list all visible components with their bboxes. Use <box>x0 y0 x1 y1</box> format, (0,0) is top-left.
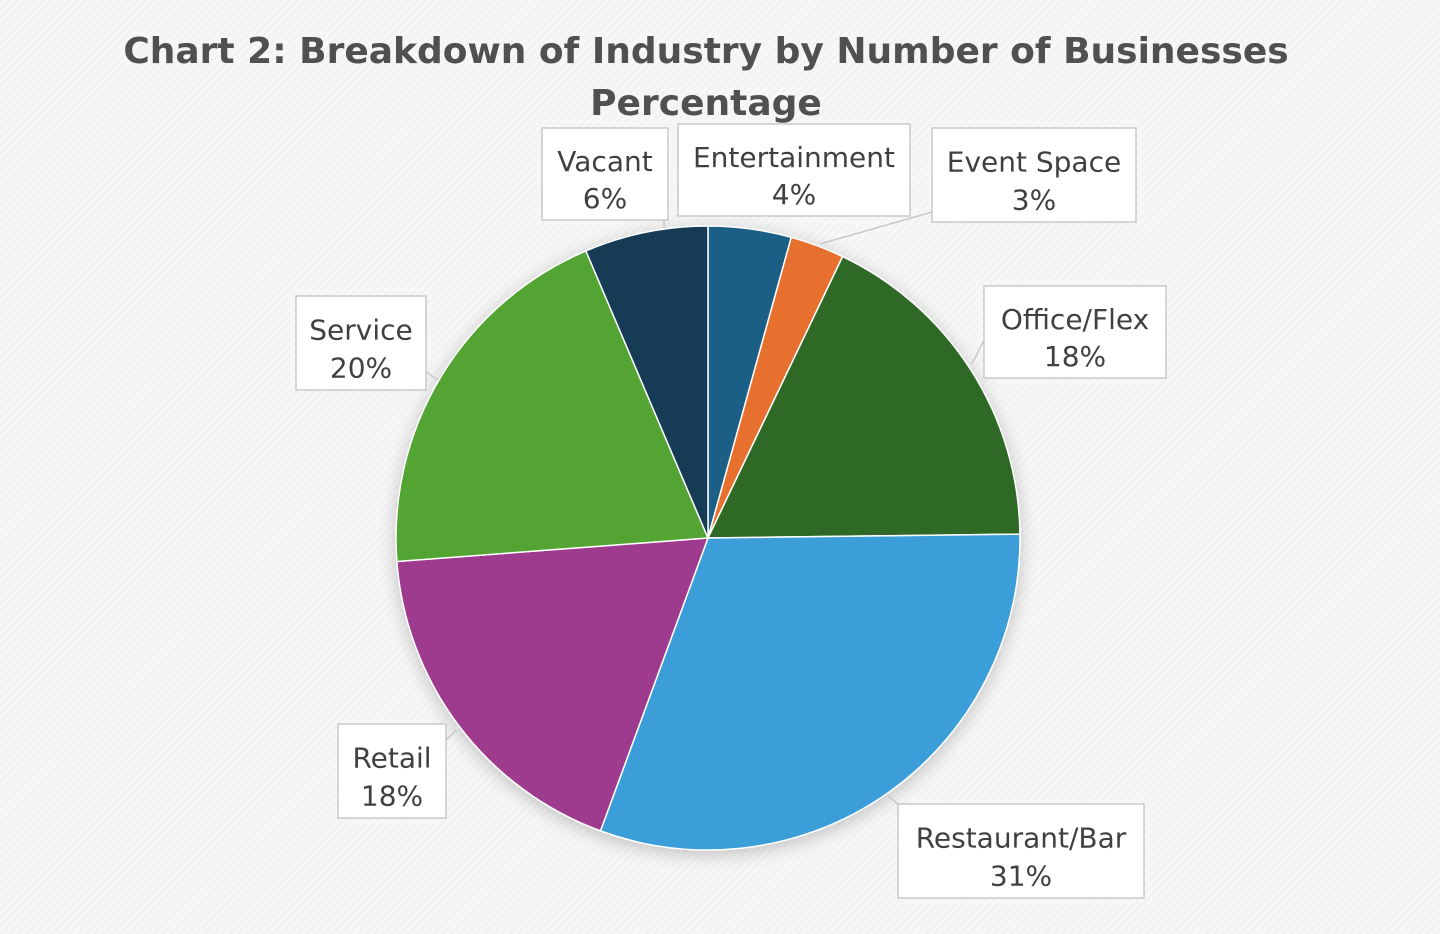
leader-line-restaurant-bar <box>887 795 899 805</box>
data-label-category: Retail <box>352 742 431 775</box>
pie-slice-service <box>395 249 710 563</box>
leader-line-retail <box>445 729 457 741</box>
leader-line-event-space <box>819 211 933 245</box>
data-label-category: Restaurant/Bar <box>916 822 1127 855</box>
pie-slice-restaurant-bar <box>599 533 1021 851</box>
data-label-entertainment: Entertainment 4% <box>677 123 911 217</box>
pie-slices <box>395 225 1021 851</box>
data-label-percent: 4% <box>772 178 816 211</box>
data-label-percent: 3% <box>1012 183 1056 216</box>
data-label-event-space: Event Space 3% <box>931 127 1137 223</box>
data-label-percent: 20% <box>330 351 392 384</box>
data-label-restaurant-bar: Restaurant/Bar 31% <box>897 803 1145 899</box>
chart-title: Chart 2: Breakdown of Industry by Number… <box>100 26 1312 130</box>
data-label-box <box>931 127 1137 223</box>
leader-line-service <box>425 371 439 381</box>
data-label-vacant: Vacant 6% <box>541 127 669 221</box>
data-label-retail: Retail 18% <box>337 723 447 819</box>
data-labels: Entertainment 4% Event Space 3% Office/Flex 1… <box>295 123 1167 899</box>
data-label-percent: 6% <box>583 182 627 215</box>
data-label-percent: 31% <box>990 859 1052 892</box>
chart-title-line-2: Percentage <box>590 83 822 124</box>
data-label-box <box>677 123 911 217</box>
pie-slice-vacant <box>584 225 709 539</box>
leader-line-office-flex <box>971 339 985 365</box>
data-label-service: Service 20% <box>295 295 427 391</box>
pie-slice-office-flex <box>706 255 1021 539</box>
data-label-percent: 18% <box>1044 340 1106 373</box>
data-label-office-flex: Office/Flex 18% <box>983 285 1167 379</box>
data-label-category: Office/Flex <box>1001 303 1149 336</box>
chart-title-line-1: Chart 2: Breakdown of Industry by Number… <box>123 31 1289 72</box>
data-label-percent: 18% <box>361 779 423 812</box>
data-label-category: Event Space <box>947 146 1121 179</box>
data-label-box <box>337 723 447 819</box>
data-label-category: Service <box>309 314 412 347</box>
data-label-box <box>295 295 427 391</box>
data-label-box <box>897 803 1145 899</box>
data-label-box <box>983 285 1167 379</box>
data-label-category: Vacant <box>557 145 652 178</box>
data-label-category: Entertainment <box>693 141 895 174</box>
data-label-box <box>541 127 669 221</box>
pie-slice-retail <box>396 537 710 832</box>
